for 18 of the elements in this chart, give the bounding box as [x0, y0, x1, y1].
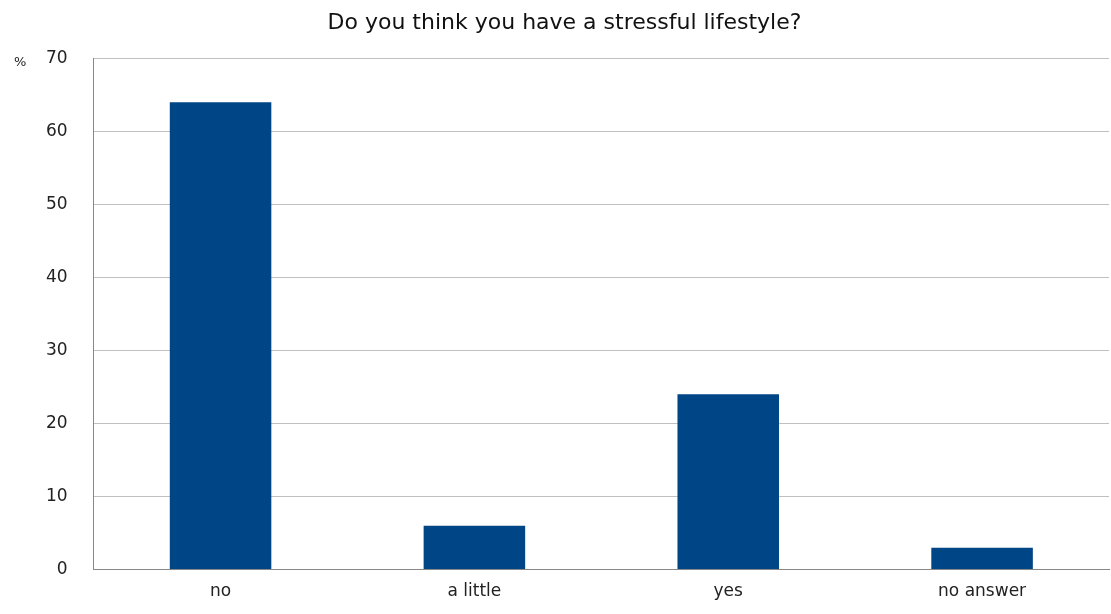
y-tick-label: 0 — [56, 558, 68, 579]
y-tick-label: 40 — [45, 265, 68, 286]
y-tick-label: 50 — [45, 192, 68, 213]
bar — [423, 525, 526, 570]
y-tick-label: 20 — [45, 411, 68, 432]
x-tick-label: yes — [713, 580, 744, 601]
y-axis-title: % — [14, 53, 27, 69]
chart-title: Do you think you have a stressful lifestyle? — [327, 8, 802, 34]
y-tick-label: 30 — [45, 338, 68, 359]
bar — [931, 547, 1033, 570]
x-tick-label: no — [209, 580, 232, 601]
y-tick-label: 70 — [45, 46, 68, 67]
bar — [169, 102, 272, 570]
x-tick-label: a little — [447, 580, 502, 601]
y-tick-label: 60 — [45, 119, 68, 140]
bar — [677, 394, 780, 570]
y-tick-label: 10 — [45, 484, 68, 505]
x-tick-label: no answer — [938, 580, 1027, 601]
